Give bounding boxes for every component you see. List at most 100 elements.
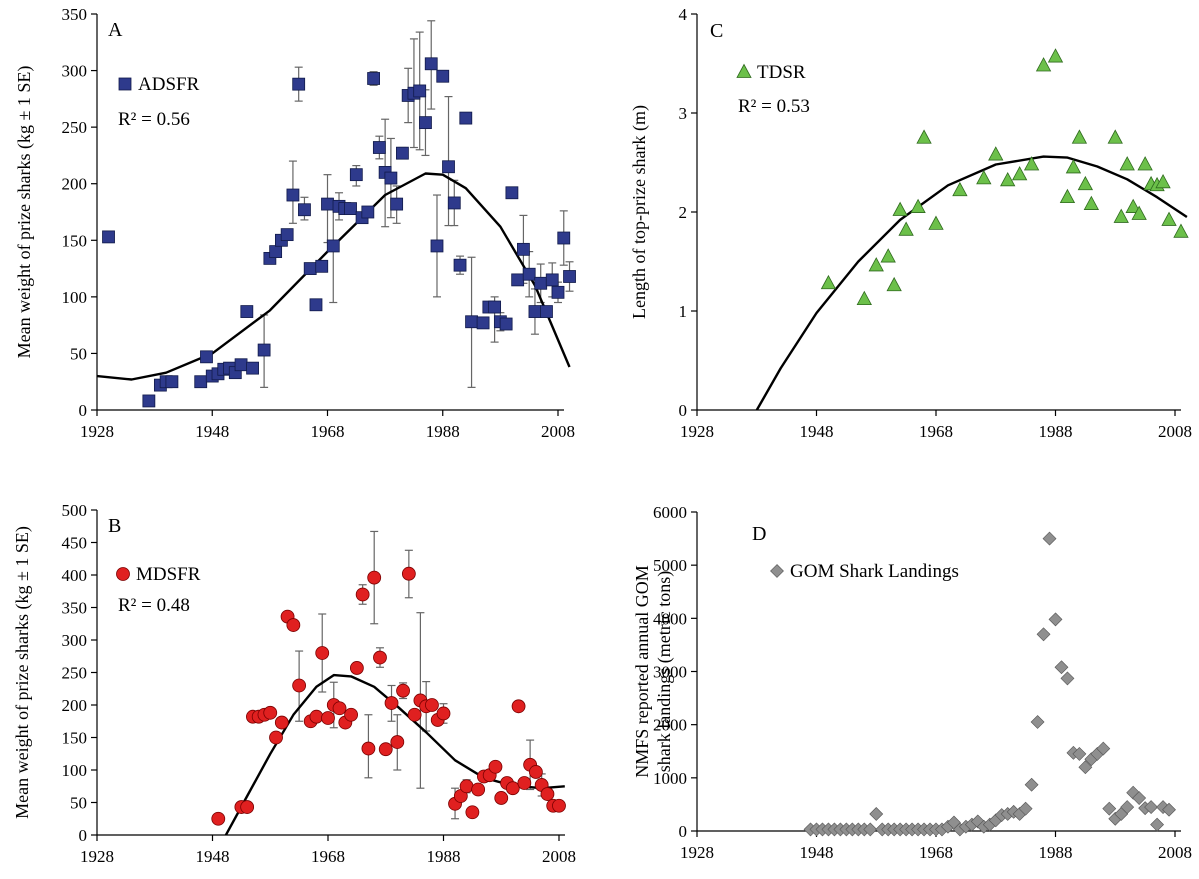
data-point: [257, 343, 271, 357]
panel-label: A: [108, 19, 123, 41]
data-point: [522, 267, 536, 281]
x-tick-label: 1928: [680, 422, 714, 441]
legend-marker: [116, 567, 130, 581]
data-point: [886, 276, 902, 292]
data-point: [194, 375, 208, 389]
data-point: [534, 276, 548, 290]
y-axis-label: Length of top-prize shark (m): [629, 105, 650, 319]
x-tick-label: 1988: [1039, 843, 1073, 862]
data-point: [505, 186, 519, 200]
legend-marker: [118, 77, 132, 91]
data-point: [1036, 627, 1051, 642]
data-point: [552, 798, 566, 813]
y-tick-label: 450: [62, 534, 88, 553]
data-point: [1071, 129, 1088, 144]
data-point: [820, 274, 837, 290]
data-point: [292, 678, 307, 693]
data-point: [511, 273, 525, 287]
data-point: [1000, 171, 1016, 187]
data-point: [1018, 801, 1033, 816]
data-point: [142, 394, 156, 408]
data-point: [436, 69, 450, 83]
data-point: [390, 197, 404, 211]
y-tick-label: 0: [79, 826, 88, 845]
y-tick-label: 150: [62, 231, 88, 250]
axes: [96, 510, 565, 836]
data-point: [517, 242, 530, 256]
data-point: [471, 782, 486, 797]
data-point: [465, 315, 478, 329]
data-point: [344, 707, 359, 722]
y-tick-label: 350: [62, 5, 88, 24]
data-point: [378, 742, 393, 757]
data-point: [910, 198, 926, 213]
data-point: [1078, 760, 1093, 775]
data-point: [321, 197, 334, 211]
data-point: [880, 248, 896, 263]
data-point: [321, 711, 335, 725]
y-axis-label-line-1: NMFS reported annual GOM: [632, 565, 652, 777]
data-point: [1132, 791, 1147, 805]
y-tick-label: 200: [62, 696, 88, 715]
data-point: [494, 791, 509, 805]
data-point: [551, 285, 565, 299]
axes: [696, 512, 1181, 832]
data-point: [1011, 166, 1028, 181]
data-point: [344, 202, 357, 216]
trend-line: [97, 172, 571, 381]
data-point: [1119, 156, 1135, 171]
data-point: [269, 245, 283, 259]
data-point: [286, 188, 300, 202]
x-tick-label: 1928: [80, 422, 114, 441]
data-point: [269, 730, 283, 745]
data-point: [407, 707, 422, 722]
data-point: [1107, 129, 1123, 144]
data-point: [976, 169, 992, 185]
data-point: [355, 587, 370, 602]
data-point: [459, 111, 473, 125]
data-point: [1047, 48, 1064, 63]
x-tick-label: 2008: [542, 847, 576, 866]
y-tick-label: 50: [70, 794, 87, 813]
data-point: [315, 259, 329, 273]
data-point: [1173, 223, 1189, 238]
y-tick-label: 300: [62, 62, 88, 81]
data-point: [1137, 156, 1153, 171]
y-tick-label: 250: [62, 664, 88, 683]
data-point: [413, 84, 427, 98]
y-tick-label: 100: [62, 761, 88, 780]
y-tick-label: 500: [62, 501, 88, 520]
y-tick-label: 300: [62, 631, 88, 650]
data-point: [240, 800, 255, 814]
x-tick-label: 1968: [311, 422, 345, 441]
y-tick-label: 0: [79, 401, 88, 420]
data-point: [1113, 208, 1129, 223]
data-point: [1077, 175, 1094, 191]
x-tick-label: 1948: [196, 847, 230, 866]
y-tick-label: 100: [62, 288, 88, 307]
x-tick-label: 1948: [800, 422, 834, 441]
x-tick-label: 2008: [1158, 843, 1192, 862]
y-axis-label: Mean weight of prize sharks (kg ± 1 SE): [12, 526, 33, 819]
data-point: [430, 239, 444, 253]
panel-label: B: [108, 515, 121, 537]
data-point: [234, 358, 248, 372]
y-tick-label: 350: [62, 599, 88, 618]
data-point: [390, 735, 405, 749]
data-point: [280, 228, 294, 242]
data-point: [459, 779, 474, 794]
y-tick-label: 150: [62, 729, 88, 748]
y-tick-label: 250: [62, 118, 88, 137]
data-point: [303, 262, 317, 275]
data-point: [1072, 746, 1087, 761]
data-point: [1059, 188, 1076, 204]
y-tick-label: 2: [679, 203, 688, 222]
data-point: [1083, 195, 1100, 210]
data-point: [545, 273, 559, 287]
x-tick-label: 1948: [195, 422, 229, 441]
legend-label: GOM Shark Landings: [790, 561, 959, 582]
data-point: [1125, 198, 1141, 213]
data-point: [988, 146, 1004, 161]
data-point: [1161, 211, 1177, 226]
